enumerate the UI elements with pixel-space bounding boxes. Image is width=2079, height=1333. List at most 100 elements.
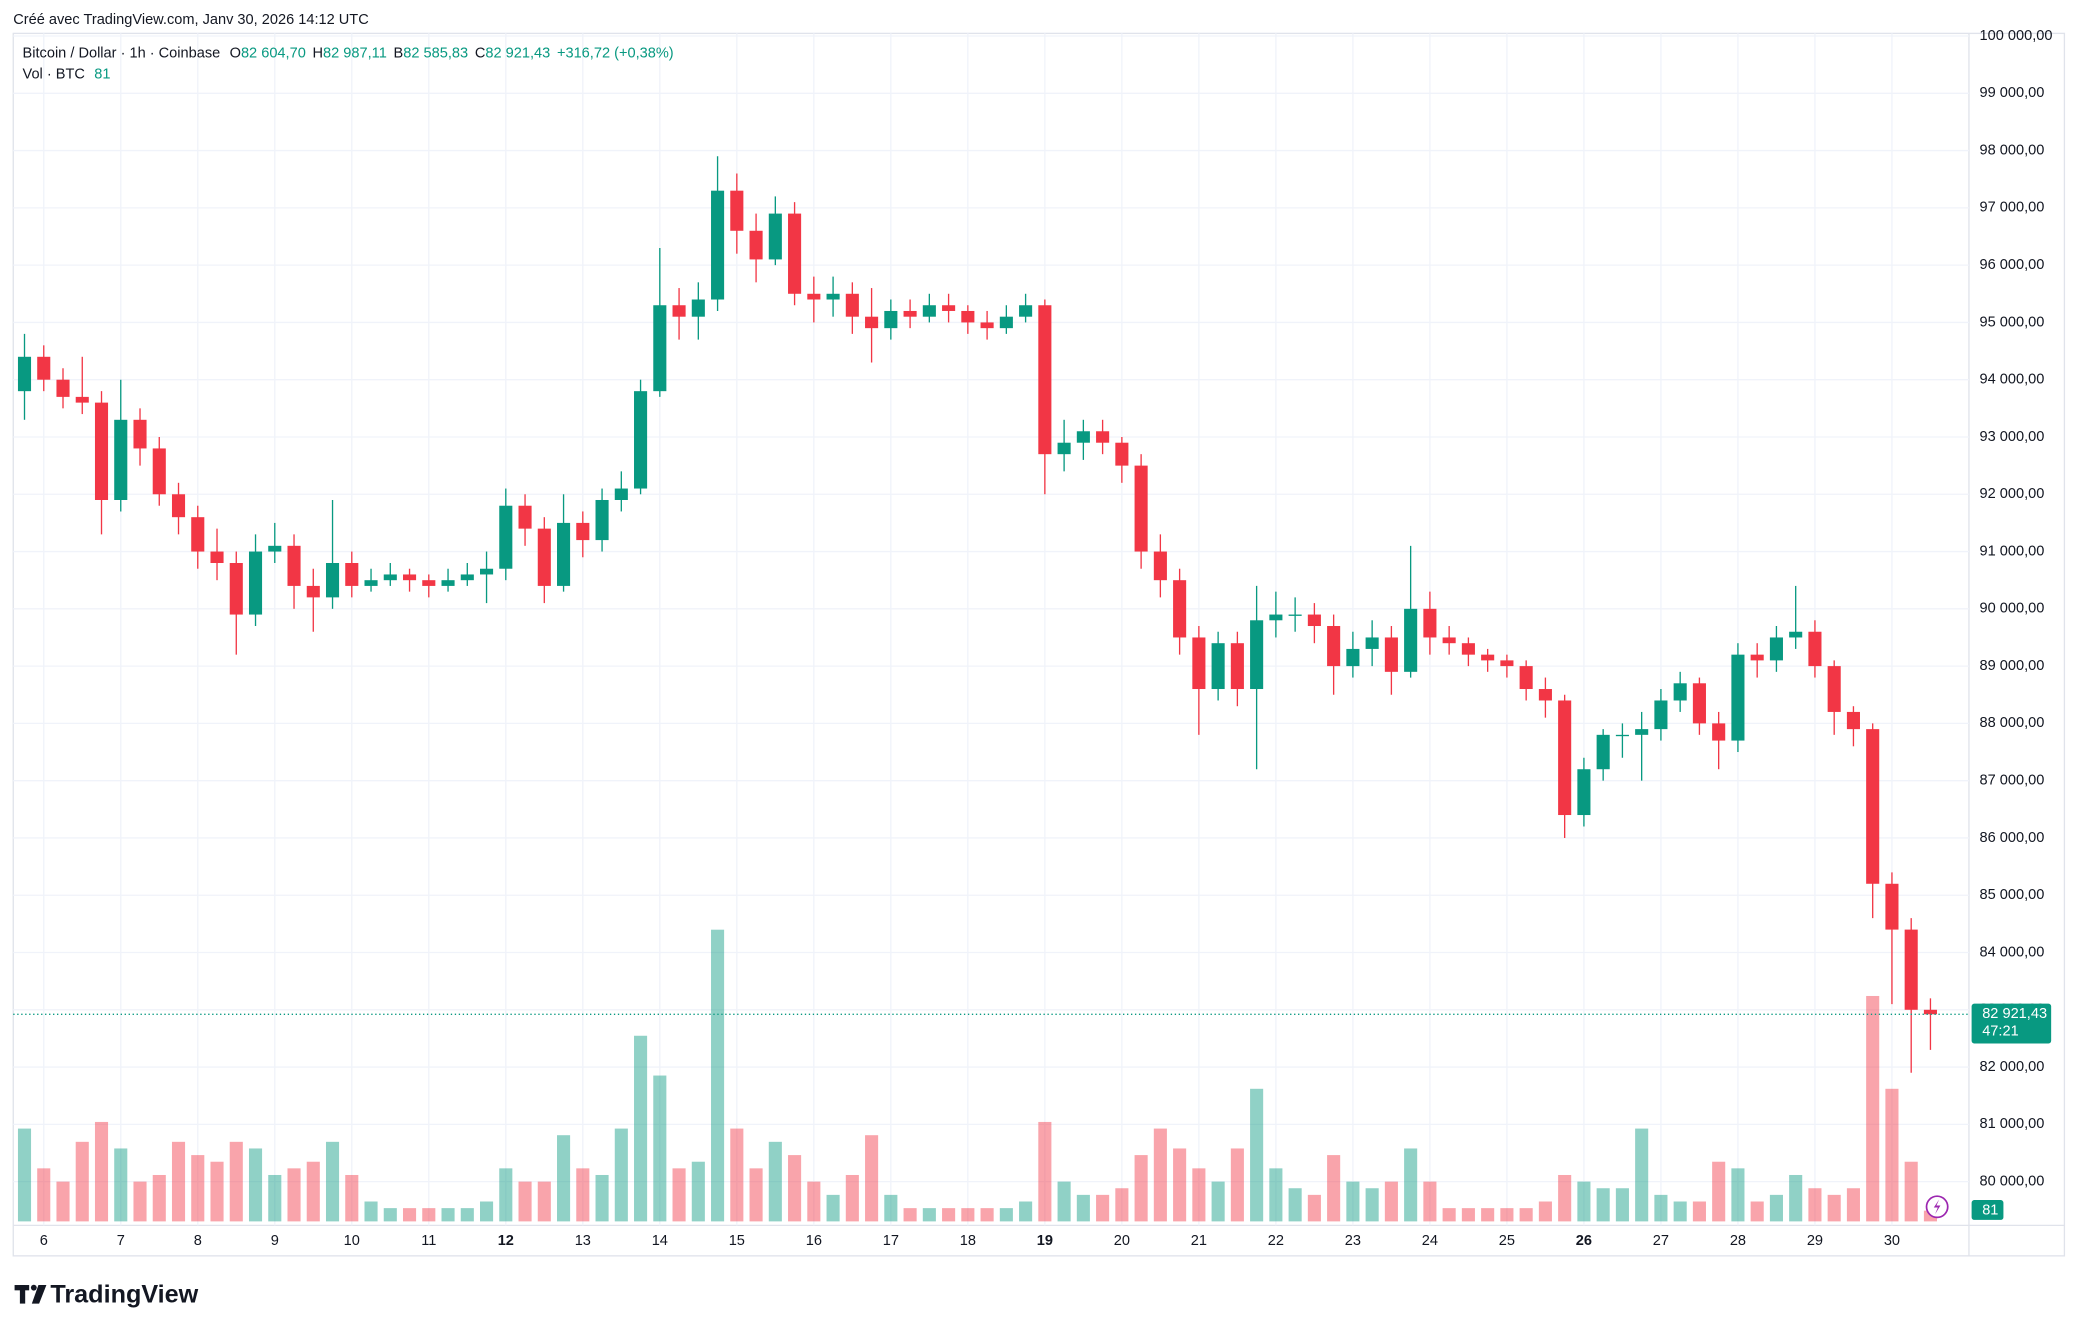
- volume-bar: [114, 1148, 128, 1222]
- candle-body: [402, 574, 417, 581]
- candle-body: [1115, 442, 1129, 466]
- candle-body: [1500, 660, 1514, 667]
- volume-bar: [807, 1181, 821, 1222]
- volume-label: Vol · BTC: [23, 66, 85, 82]
- candle-body: [1327, 626, 1341, 667]
- candle-body: [672, 305, 686, 317]
- candle-body: [94, 402, 109, 500]
- candle-body: [1038, 305, 1052, 455]
- low-label: B: [394, 45, 404, 61]
- y-tick-label: 94 000,00: [1980, 372, 2045, 388]
- candle-body: [922, 305, 936, 317]
- y-tick-label: 97 000,00: [1980, 200, 2045, 216]
- y-tick-label: 89 000,00: [1980, 658, 2045, 674]
- volume-bar: [210, 1161, 224, 1222]
- volume-bar: [1076, 1194, 1090, 1222]
- candle-body: [1384, 637, 1398, 672]
- candle-body: [133, 419, 147, 449]
- volume-bar: [171, 1141, 186, 1222]
- volume-bar: [1096, 1194, 1110, 1222]
- volume-bar: [903, 1208, 917, 1222]
- y-tick-label: 96 000,00: [1980, 257, 2045, 273]
- open-value: 82 604,70: [241, 45, 306, 61]
- candle-body: [1904, 929, 1918, 1010]
- candle-body: [1750, 654, 1764, 661]
- candle-body: [229, 563, 243, 615]
- volume-bar: [152, 1174, 166, 1222]
- volume-bar: [287, 1168, 301, 1222]
- candle-body: [383, 574, 397, 581]
- x-tick-label: 23: [1345, 1233, 1361, 1249]
- volume-bar: [1558, 1174, 1572, 1222]
- logo-stem: [19, 1285, 26, 1304]
- candle-body: [1173, 580, 1187, 638]
- logo-slash: [31, 1285, 47, 1304]
- volume-bar: [961, 1208, 975, 1222]
- candle-body: [518, 505, 532, 529]
- candle-body: [942, 305, 956, 311]
- x-tick-label: 15: [729, 1233, 745, 1249]
- volume-bar: [845, 1174, 859, 1222]
- volume-bar: [999, 1208, 1013, 1222]
- price-label-box: [1971, 1003, 2052, 1044]
- volume-bar: [1384, 1181, 1398, 1222]
- volume-bar: [865, 1135, 879, 1222]
- volume-bar: [191, 1155, 205, 1222]
- volume-bar: [884, 1194, 898, 1222]
- candle-body: [287, 545, 301, 586]
- high-value: 82 987,11: [323, 45, 387, 61]
- header: Créé avec TradingView.com, Janv 30, 2026…: [13, 12, 368, 28]
- volume-bar: [1885, 1088, 1899, 1222]
- volume-bar: [306, 1161, 320, 1222]
- volume-bar: [768, 1141, 782, 1222]
- candle-body: [248, 551, 263, 615]
- candle-body: [75, 396, 89, 403]
- volume-bar: [691, 1161, 705, 1222]
- legend-line: Bitcoin / Dollar · 1h · Coinbase O82 604…: [23, 45, 674, 61]
- candle-body: [1442, 637, 1456, 644]
- candle-body: [1192, 637, 1206, 690]
- volume-bar: [1404, 1148, 1418, 1222]
- candle-body: [1096, 431, 1110, 443]
- volume-bar: [1346, 1181, 1360, 1222]
- candle-body: [1654, 700, 1668, 730]
- candle-body: [634, 391, 648, 489]
- y-tick-label: 91 000,00: [1980, 543, 2045, 559]
- volume-bar: [1789, 1174, 1803, 1222]
- volume-bar: [1750, 1201, 1764, 1222]
- icon-bolt[interactable]: [1933, 1199, 1941, 1215]
- x-tick-label: 19: [1037, 1233, 1053, 1249]
- volume-bar: [75, 1141, 89, 1222]
- volume-label-box: [1971, 1200, 2004, 1220]
- candle-body: [114, 419, 128, 500]
- volume-bar: [383, 1208, 397, 1222]
- replay-icon[interactable]: [1925, 1195, 1949, 1219]
- candle-body: [17, 356, 32, 392]
- candle-body: [480, 568, 494, 575]
- volume-bar: [364, 1201, 378, 1222]
- volume-bar: [1288, 1188, 1302, 1222]
- candle-body: [364, 580, 378, 586]
- volume-bar: [94, 1121, 109, 1222]
- volume-bar: [1134, 1155, 1148, 1222]
- volume-bar: [1038, 1121, 1052, 1222]
- volume-bar: [1654, 1194, 1668, 1222]
- x-tick-label: 28: [1730, 1233, 1746, 1249]
- volume-bar: [922, 1208, 936, 1222]
- x-tick-label: 30: [1884, 1233, 1900, 1249]
- volume-bar: [1538, 1201, 1552, 1222]
- candle-body: [1866, 729, 1880, 884]
- volume-bar: [248, 1148, 263, 1222]
- volume-bar: [1173, 1148, 1187, 1222]
- y-tick-label: 95 000,00: [1980, 314, 2045, 330]
- candle-body: [306, 585, 320, 598]
- candle-body: [1558, 700, 1572, 816]
- volume-bar: [480, 1201, 494, 1222]
- x-tick-label: 14: [652, 1233, 668, 1249]
- volume-bar: [518, 1181, 532, 1222]
- volume-bar: [1866, 995, 1880, 1222]
- y-tick-label: 93 000,00: [1980, 429, 2045, 445]
- volume-bar: [595, 1174, 609, 1222]
- brand: TradingView: [50, 1280, 198, 1308]
